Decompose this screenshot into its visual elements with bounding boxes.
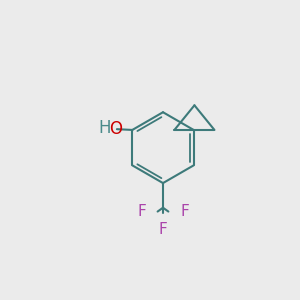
Text: F: F [159, 222, 167, 237]
Text: F: F [137, 204, 146, 219]
Text: H: H [98, 119, 111, 137]
Text: O: O [109, 120, 122, 138]
Text: F: F [180, 204, 189, 219]
